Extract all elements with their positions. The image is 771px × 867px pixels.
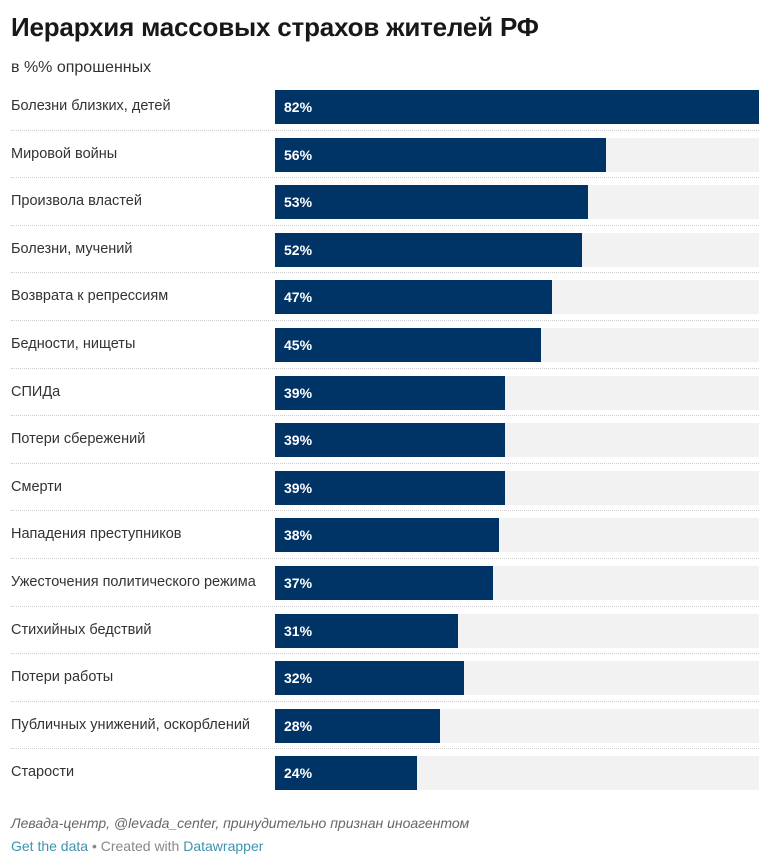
row-separator [11, 748, 759, 750]
row-separator [11, 462, 759, 464]
bar-track: 53% [275, 185, 759, 220]
category-label: СПИДа [11, 383, 61, 400]
category-label: Публичных унижений, оскорблений [11, 716, 251, 733]
value-label: 53% [284, 194, 313, 211]
category-label: Болезни близких, детей [11, 98, 171, 114]
category-label: Нападения преступников [11, 526, 182, 543]
bar-track: 52% [275, 232, 759, 267]
bar-track: 82% [275, 90, 759, 124]
bar-row: Мировой войны 56% [0, 131, 771, 179]
bar [275, 328, 541, 362]
bar-row: Потери сбережений 39% [0, 416, 771, 464]
bar-row: Ужесточения политического режима 37% [0, 559, 771, 607]
chart-subtitle: в %% опрошенных [11, 59, 152, 76]
bar [275, 90, 759, 124]
value-label: 32% [284, 670, 313, 687]
datawrapper-link[interactable]: Datawrapper [183, 838, 264, 854]
bar [275, 423, 506, 458]
bar-row: Возврата к репрессиям 47% [0, 273, 771, 321]
row-separator [11, 510, 759, 512]
row-separator [11, 272, 759, 274]
bar [275, 518, 500, 553]
row-separator [11, 224, 759, 226]
row-separator [11, 177, 759, 179]
bar-track: 38% [275, 518, 759, 553]
category-label: Стихийных бедствий [11, 621, 152, 638]
bar [275, 756, 417, 791]
source-notes: Левада-центр, @levada_center, принудител… [11, 815, 470, 831]
category-label: Старости [11, 764, 75, 781]
value-label: 56% [284, 146, 313, 163]
row-separator [11, 129, 759, 131]
created-with-text: • Created with [88, 838, 184, 854]
category-label: Болезни, мучений [11, 240, 133, 257]
bar-row: Нападения преступников 38% [0, 511, 771, 559]
row-separator [11, 605, 759, 607]
row-separator [11, 557, 759, 559]
bar-row: Произвола властей 53% [0, 178, 771, 226]
bar [275, 137, 606, 172]
value-label: 28% [284, 717, 313, 734]
bar-row: Стихийных бедствий 31% [0, 607, 771, 655]
get-the-data-link[interactable]: Get the data [11, 838, 89, 854]
bar-track: 39% [275, 423, 759, 458]
row-separator [11, 319, 759, 321]
bar [275, 232, 582, 267]
category-label: Возврата к репрессиям [11, 288, 169, 305]
chart-title: Иерархия массовых страхов жителей РФ [11, 12, 539, 42]
bar-track: 24% [275, 756, 759, 791]
row-separator [11, 415, 759, 417]
value-label: 47% [284, 289, 313, 306]
bar [275, 185, 588, 220]
row-separator [11, 700, 759, 702]
value-label: 82% [284, 99, 313, 115]
bar-track: 32% [275, 661, 759, 696]
bar [275, 470, 506, 505]
bar-row: Бедности, нищеты 45% [0, 321, 771, 369]
row-separator [11, 367, 759, 369]
category-label: Бедности, нищеты [11, 336, 136, 352]
bar-row: Старости 24% [0, 749, 771, 797]
chart-footer: Get the data • Created with Datawrapper [11, 838, 263, 854]
bar-track: 47% [275, 280, 759, 315]
bar [275, 661, 464, 696]
bar-track: 28% [275, 708, 759, 743]
bar-track: 31% [275, 613, 759, 648]
row-separator [11, 653, 759, 655]
bar-track: 56% [275, 137, 759, 172]
bar-row: Смерти 39% [0, 464, 771, 512]
bar-row: Болезни близких, детей 82% [0, 83, 771, 131]
category-label: Произвола властей [11, 193, 142, 210]
category-label: Ужесточения политического режима [11, 574, 256, 590]
category-label: Мировой войны [11, 145, 118, 162]
value-label: 52% [284, 241, 313, 258]
bar [275, 613, 458, 648]
bar [275, 566, 494, 600]
value-label: 38% [284, 527, 313, 544]
value-label: 31% [284, 622, 313, 639]
value-label: 24% [284, 765, 313, 782]
bar-row: Болезни, мучений 52% [0, 226, 771, 274]
bar-track: 45% [275, 328, 759, 362]
bar-row: Публичных унижений, оскорблений 28% [0, 702, 771, 750]
bar-row: СПИДа 39% [0, 369, 771, 417]
value-label: 39% [284, 432, 313, 449]
category-label: Потери работы [11, 669, 114, 686]
value-label: 45% [284, 337, 313, 353]
bar-track: 39% [275, 470, 759, 505]
bar-row: Потери работы 32% [0, 654, 771, 702]
category-label: Смерти [11, 478, 62, 495]
value-label: 39% [284, 384, 313, 401]
bar [275, 708, 441, 743]
bar [275, 375, 506, 410]
bar [275, 280, 553, 315]
bar-track: 37% [275, 566, 759, 600]
value-label: 39% [284, 479, 313, 496]
category-label: Потери сбережений [11, 431, 146, 448]
bar-track: 39% [275, 375, 759, 410]
value-label: 37% [284, 575, 313, 591]
